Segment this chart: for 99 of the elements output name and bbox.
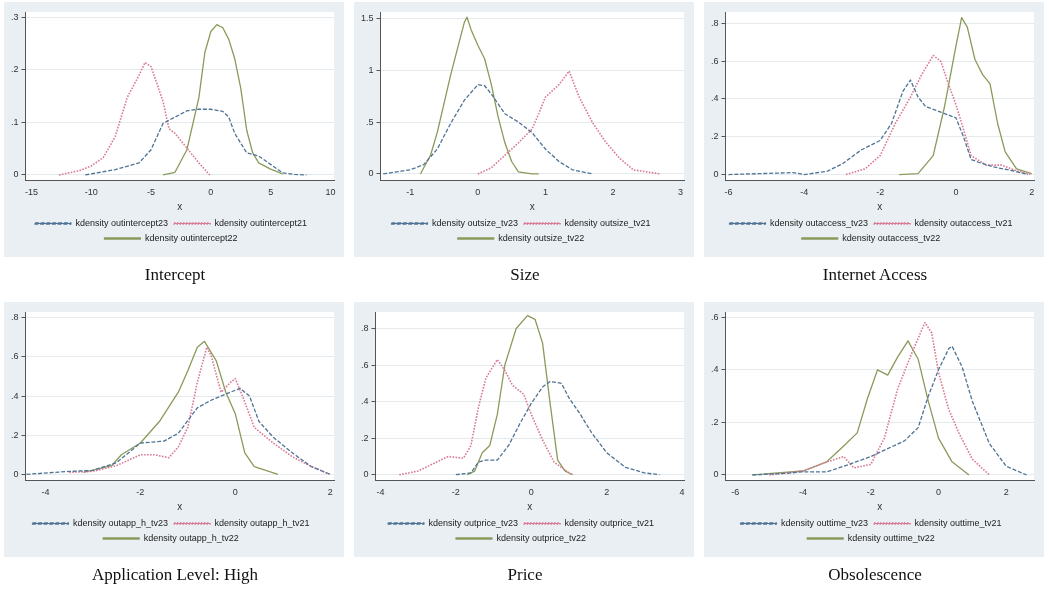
legend-label: kdensity outtime_tv21 bbox=[914, 517, 1002, 528]
y-tick-label: 0 bbox=[713, 469, 719, 480]
x-axis-title: x bbox=[177, 200, 183, 212]
line-series bbox=[398, 358, 574, 476]
x-tick-label: -4 bbox=[41, 487, 50, 498]
legend-label: kdensity outtime_tv22 bbox=[847, 532, 935, 543]
x-tick-label: -2 bbox=[866, 487, 875, 498]
y-tick-label: 0 bbox=[713, 169, 719, 180]
legend-label: kdensity outsize_tv22 bbox=[498, 232, 585, 243]
line-series bbox=[768, 321, 991, 476]
legend-label: kdensity outapp_h_tv23 bbox=[72, 517, 169, 528]
y-tick-label: .8 bbox=[710, 17, 719, 28]
x-tick-label: 0 bbox=[936, 487, 942, 498]
x-tick-label: 0 bbox=[232, 487, 238, 498]
y-tick-label: 1.5 bbox=[361, 12, 374, 23]
text: Intercept bbox=[143, 265, 207, 285]
x-tick-label: 2 bbox=[1003, 487, 1009, 498]
x-axis-title: x bbox=[177, 500, 183, 512]
x-tick-label: 10 bbox=[325, 187, 336, 198]
legend-label: kdensity outaccess_tv23 bbox=[769, 217, 869, 228]
y-tick-label: 0 bbox=[13, 468, 19, 479]
y-tick-label: .4 bbox=[10, 390, 19, 401]
x-tick-label: 1 bbox=[542, 187, 548, 198]
y-tick-label: .6 bbox=[10, 351, 19, 362]
legend-label: kdensity outprice_tv22 bbox=[496, 532, 587, 543]
x-tick-label: -2 bbox=[876, 187, 885, 198]
y-tick-label: .6 bbox=[710, 55, 719, 66]
legend-label: kdensity outintercept23 bbox=[75, 217, 168, 228]
legend-label: kdensity outsize_tv21 bbox=[564, 217, 651, 228]
text: Obsolescence bbox=[827, 565, 923, 585]
legend-label: kdensity outintercept22 bbox=[144, 232, 238, 243]
x-tick-label: 0 bbox=[953, 187, 959, 198]
text: Size bbox=[509, 265, 541, 285]
y-tick-label: 1 bbox=[368, 64, 374, 75]
x-tick-label: 2 bbox=[1029, 187, 1035, 198]
y-tick-label: .1 bbox=[10, 116, 19, 127]
y-tick-label: .4 bbox=[360, 396, 369, 407]
line-series bbox=[845, 54, 1033, 176]
x-tick-label: 2 bbox=[604, 487, 610, 498]
x-tick-label: -4 bbox=[799, 487, 808, 498]
x-tick-label: 4 bbox=[679, 487, 685, 498]
x-tick-label: 2 bbox=[610, 187, 616, 198]
line-series bbox=[751, 345, 1028, 476]
x-tick-label: -1 bbox=[406, 187, 415, 198]
line-series bbox=[382, 84, 594, 175]
x-tick-label: -10 bbox=[84, 187, 98, 198]
x-tick-label: 3 bbox=[678, 187, 684, 198]
y-tick-label: .5 bbox=[366, 116, 374, 127]
legend-label: kdensity outapp_h_tv22 bbox=[143, 532, 239, 543]
text: Internet Access bbox=[821, 265, 929, 285]
line-series bbox=[84, 108, 308, 176]
line-series bbox=[25, 387, 331, 475]
y-tick-label: .2 bbox=[360, 432, 369, 443]
x-axis-title: x bbox=[529, 200, 535, 212]
y-tick-label: .8 bbox=[10, 312, 19, 323]
text: Application Level: High bbox=[90, 565, 260, 585]
legend-label: kdensity outaccess_tv22 bbox=[842, 232, 941, 243]
x-tick-label: -5 bbox=[147, 187, 156, 198]
x-axis-title: x bbox=[877, 500, 883, 512]
y-tick-label: .2 bbox=[710, 416, 719, 427]
x-tick-label: 0 bbox=[475, 187, 481, 198]
y-tick-label: .2 bbox=[10, 64, 19, 75]
line-series bbox=[477, 70, 662, 175]
x-tick-label: 0 bbox=[528, 487, 534, 498]
y-tick-label: .6 bbox=[360, 359, 369, 370]
line-series bbox=[58, 61, 211, 176]
legend-label: kdensity outsize_tv23 bbox=[431, 217, 519, 228]
x-axis-title: x bbox=[527, 500, 533, 512]
legend-label: kdensity outtime_tv23 bbox=[780, 517, 868, 528]
x-tick-label: -6 bbox=[731, 487, 740, 498]
x-axis-title: x bbox=[877, 200, 883, 212]
line-series bbox=[68, 346, 331, 476]
line-series bbox=[455, 380, 661, 476]
x-tick-label: -4 bbox=[376, 487, 385, 498]
y-tick-label: .4 bbox=[710, 93, 719, 104]
y-tick-label: .6 bbox=[710, 311, 719, 322]
line-series bbox=[727, 79, 1029, 176]
legend-label: kdensity outintercept21 bbox=[214, 217, 308, 228]
x-tick-label: 0 bbox=[208, 187, 214, 198]
legend-label: kdensity outprice_tv21 bbox=[564, 517, 655, 528]
y-tick-label: .3 bbox=[10, 11, 19, 22]
y-tick-label: .4 bbox=[710, 364, 719, 375]
y-tick-label: .8 bbox=[360, 322, 369, 333]
y-tick-label: 0 bbox=[363, 469, 369, 480]
y-tick-label: 0 bbox=[13, 169, 19, 180]
x-tick-label: 2 bbox=[327, 487, 333, 498]
x-tick-label: -2 bbox=[136, 487, 145, 498]
y-tick-label: .2 bbox=[710, 131, 719, 142]
y-tick-label: .2 bbox=[10, 429, 19, 440]
x-tick-label: 5 bbox=[268, 187, 274, 198]
legend-label: kdensity outprice_tv23 bbox=[428, 517, 519, 528]
x-tick-label: -2 bbox=[451, 487, 460, 498]
legend-label: kdensity outapp_h_tv21 bbox=[214, 517, 310, 528]
x-tick-label: -6 bbox=[724, 187, 733, 198]
legend-label: kdensity outaccess_tv21 bbox=[914, 217, 1013, 228]
x-tick-label: -4 bbox=[800, 187, 809, 198]
y-tick-label: 0 bbox=[368, 168, 374, 179]
x-tick-label: -15 bbox=[24, 187, 38, 198]
text: Price bbox=[506, 565, 544, 585]
